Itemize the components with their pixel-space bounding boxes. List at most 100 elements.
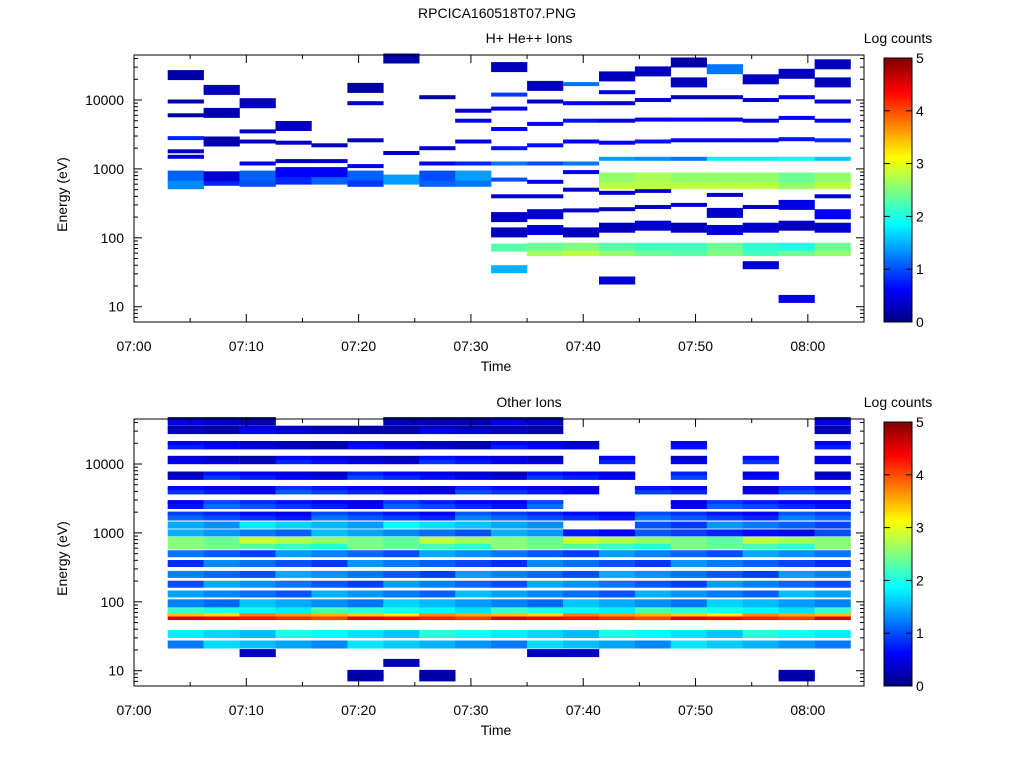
heatmap-cell — [670, 590, 707, 598]
heatmap-cell — [167, 500, 204, 505]
heatmap-cell — [527, 473, 564, 480]
heatmap-cell — [527, 500, 564, 505]
heatmap-cell — [311, 458, 348, 465]
heatmap-cell — [275, 511, 312, 516]
colorbar-segment — [884, 548, 912, 552]
heatmap-cell — [239, 98, 276, 109]
heatmap-cell — [778, 521, 815, 529]
heatmap-cell — [742, 458, 779, 465]
heatmap-cell — [347, 458, 384, 465]
heatmap-cell — [599, 542, 636, 550]
heatmap-cell — [778, 156, 815, 161]
colorbar-segment — [884, 192, 912, 196]
heatmap-cell — [239, 176, 276, 187]
x-tick-label: 07:00 — [116, 338, 151, 354]
heatmap-cell — [527, 458, 564, 465]
colorbar-segment — [884, 437, 912, 441]
heatmap-cell — [167, 473, 204, 480]
heatmap-cell — [239, 649, 276, 658]
heatmap-cell — [670, 513, 707, 521]
heatmap-cell — [239, 425, 276, 430]
colorbar-segment — [884, 229, 912, 233]
heatmap-cell — [203, 500, 240, 505]
heatmap-cell — [311, 500, 348, 505]
heatmap-cell — [814, 500, 851, 505]
colorbar-tick-label: 0 — [916, 314, 924, 330]
colorbar-segment — [884, 567, 912, 571]
heatmap-cell — [670, 95, 707, 100]
colorbar-segment — [884, 71, 912, 75]
colorbar-segment — [884, 532, 912, 536]
heatmap-cell — [383, 428, 420, 435]
heatmap-cell — [814, 599, 851, 608]
heatmap-cell — [455, 560, 492, 567]
heatmap-cell — [167, 170, 204, 181]
colorbar-segment — [884, 535, 912, 539]
heatmap-cell — [311, 511, 348, 516]
heatmap-cell — [203, 428, 240, 435]
colorbar-segment — [884, 617, 912, 621]
heatmap-cell — [527, 179, 564, 184]
heatmap-cell — [814, 118, 851, 123]
heatmap-cell — [419, 529, 456, 537]
heatmap-cell — [527, 542, 564, 550]
heatmap-cell — [814, 138, 851, 143]
heatmap-cell — [347, 550, 384, 558]
heatmap-cell — [239, 428, 276, 435]
heatmap-cell — [419, 443, 456, 450]
colorbar-segment — [884, 87, 912, 91]
heatmap-cell — [311, 630, 348, 639]
heatmap-cell — [455, 550, 492, 558]
heatmap-cell — [814, 209, 851, 220]
heatmap-cell — [527, 242, 564, 251]
heatmap-cell — [814, 488, 851, 495]
heatmap-cell — [455, 139, 492, 144]
page-title: RPCICA160518T07.PNG — [418, 5, 576, 21]
heatmap-cell — [491, 161, 528, 166]
heatmap-cell — [455, 580, 492, 588]
heatmap-cell — [383, 151, 420, 155]
heatmap-cell — [203, 471, 240, 476]
heatmap-cell — [527, 590, 564, 598]
heatmap-cell — [778, 220, 815, 231]
heatmap-cell — [778, 599, 815, 608]
heatmap-cell — [203, 488, 240, 495]
heatmap-cell — [563, 590, 600, 598]
heatmap-cell — [742, 521, 779, 529]
panel-other-ions: Other Ions Log counts Time Energy (eV) 0… — [54, 394, 932, 738]
colorbar-segment — [884, 590, 912, 594]
colorbar-segment — [884, 469, 912, 473]
heatmap-cell — [455, 521, 492, 529]
heatmap-cell — [778, 511, 815, 516]
heatmap-cell — [491, 590, 528, 598]
heatmap-cell — [527, 471, 564, 476]
heatmap-cell — [455, 590, 492, 598]
heatmap-cell — [239, 443, 276, 450]
colorbar-segment — [884, 248, 912, 252]
heatmap-cell — [239, 542, 276, 550]
heatmap-cell — [563, 208, 600, 213]
heatmap-cell — [455, 536, 492, 544]
heatmap-cell — [527, 455, 564, 460]
heatmap-cell — [527, 248, 564, 257]
heatmap-cell — [634, 98, 672, 102]
heatmap-cell — [383, 425, 420, 430]
heatmap-cell — [347, 138, 384, 143]
heatmap-cell — [599, 550, 636, 558]
colorbar-segment — [884, 601, 912, 605]
heatmap-cell — [455, 425, 492, 430]
heatmap-cell — [167, 179, 204, 190]
heatmap-cell — [599, 536, 636, 544]
heatmap-cell — [383, 473, 420, 480]
heatmap-cell — [706, 640, 743, 649]
heatmap-cell — [563, 82, 600, 87]
heatmap-cell — [275, 500, 312, 505]
heatmap-cell — [634, 156, 672, 161]
heatmap-cell — [311, 143, 348, 148]
heatmap-cell — [203, 605, 240, 614]
heatmap-cell — [599, 513, 636, 521]
heatmap-cell — [527, 605, 564, 614]
heatmap-cell — [634, 513, 672, 521]
heatmap-cell — [670, 536, 707, 544]
heatmap-cell — [239, 488, 276, 495]
